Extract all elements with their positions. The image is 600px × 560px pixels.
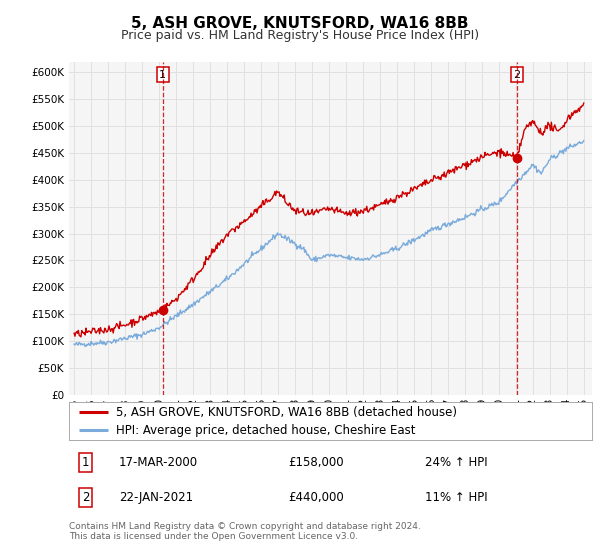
Text: 1: 1 <box>82 456 89 469</box>
Text: 2: 2 <box>82 491 89 504</box>
Text: 5, ASH GROVE, KNUTSFORD, WA16 8BB (detached house): 5, ASH GROVE, KNUTSFORD, WA16 8BB (detac… <box>116 405 457 419</box>
Text: 17-MAR-2000: 17-MAR-2000 <box>119 456 198 469</box>
Text: 5, ASH GROVE, KNUTSFORD, WA16 8BB: 5, ASH GROVE, KNUTSFORD, WA16 8BB <box>131 16 469 31</box>
Text: 22-JAN-2021: 22-JAN-2021 <box>119 491 193 504</box>
Text: 24% ↑ HPI: 24% ↑ HPI <box>425 456 487 469</box>
Text: Contains HM Land Registry data © Crown copyright and database right 2024.
This d: Contains HM Land Registry data © Crown c… <box>69 522 421 542</box>
Text: £158,000: £158,000 <box>289 456 344 469</box>
Text: Price paid vs. HM Land Registry's House Price Index (HPI): Price paid vs. HM Land Registry's House … <box>121 29 479 42</box>
Text: 11% ↑ HPI: 11% ↑ HPI <box>425 491 487 504</box>
Text: 1: 1 <box>159 70 166 80</box>
Text: £440,000: £440,000 <box>289 491 344 504</box>
Text: 2: 2 <box>513 70 520 80</box>
Text: HPI: Average price, detached house, Cheshire East: HPI: Average price, detached house, Ches… <box>116 423 416 437</box>
